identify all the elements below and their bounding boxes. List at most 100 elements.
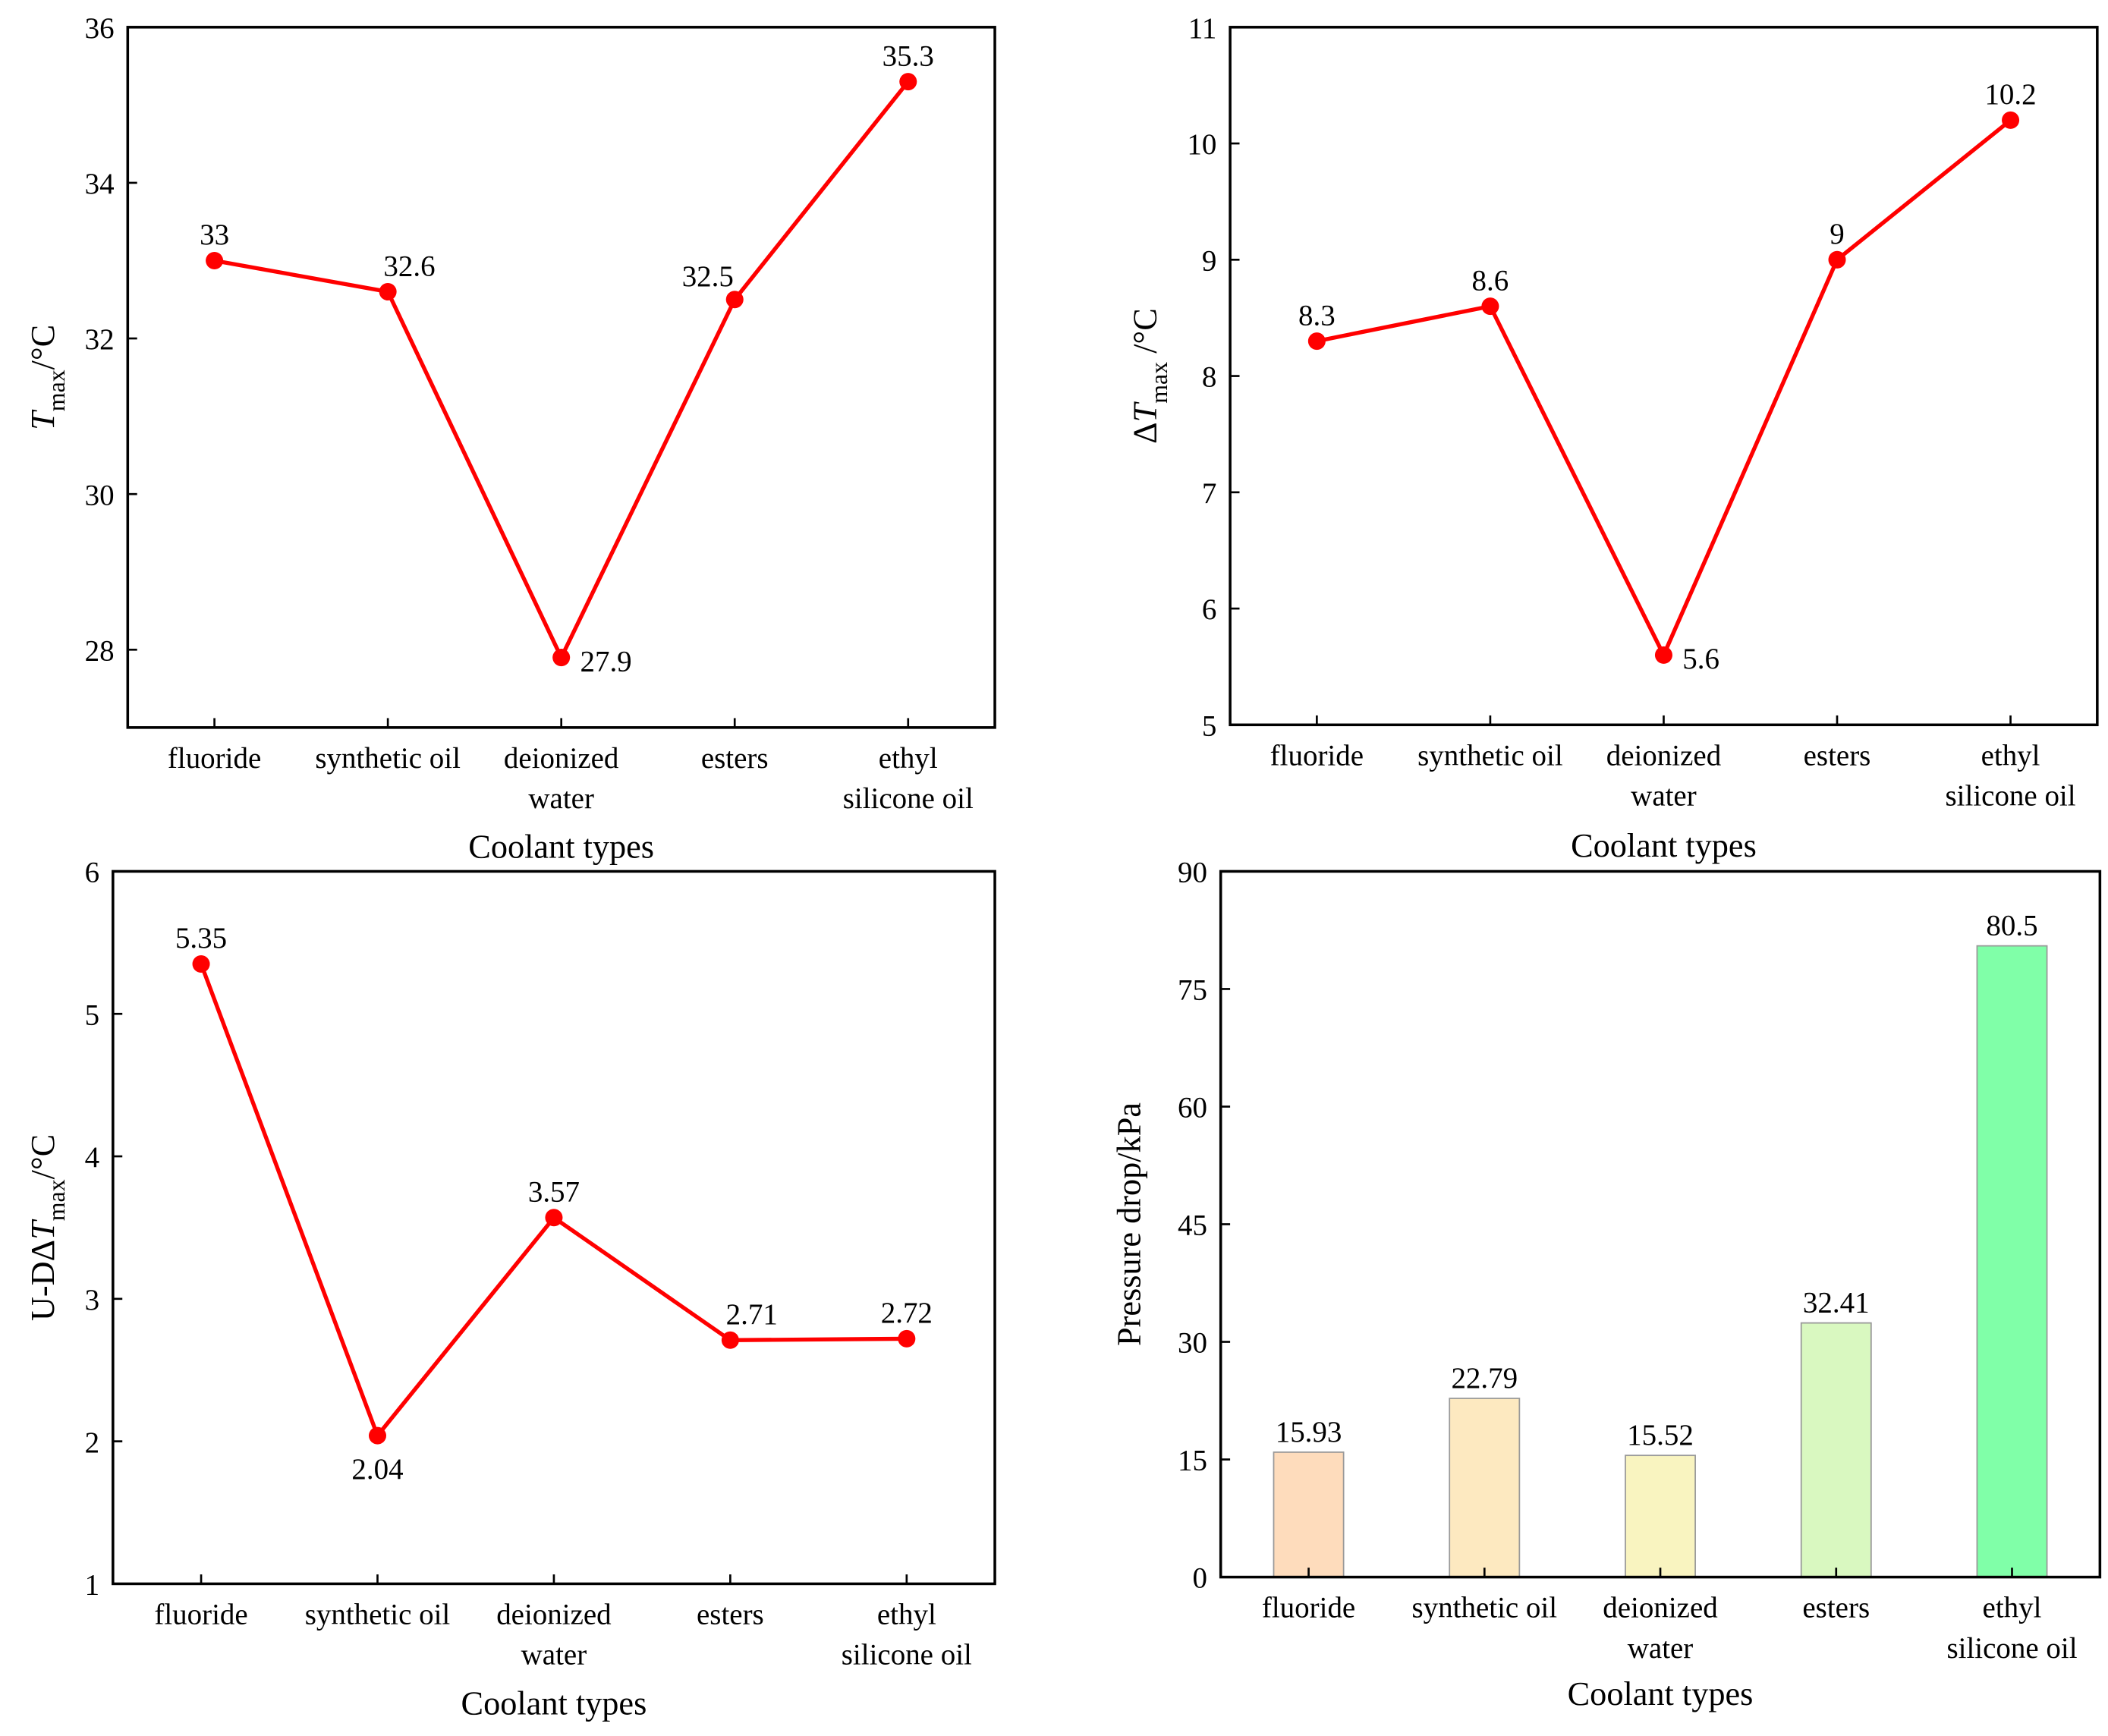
bar-3	[1625, 1455, 1696, 1578]
data-label: 10.2	[1984, 78, 2036, 111]
data-label: 5.6	[1682, 643, 1719, 675]
x-tick-label: esters	[701, 742, 769, 775]
x-tick-label: esters	[1804, 739, 1871, 772]
y-tick-label: 45	[1178, 1209, 1207, 1242]
bar-4	[1800, 1322, 1872, 1578]
series-line	[1316, 118, 2012, 660]
y-tick-label: 36	[85, 12, 115, 45]
y-tick-label: 90	[1178, 857, 1207, 889]
data-point-5	[899, 73, 917, 91]
data-label: 2.04	[351, 1453, 403, 1486]
data-point-2	[368, 1426, 387, 1445]
y-tick-label: 2	[85, 1426, 99, 1459]
x-tick-label: fluoride	[1262, 1592, 1355, 1624]
y-tick-label: 6	[1202, 593, 1216, 626]
x-tick-label: water	[521, 1639, 587, 1672]
x-tick-label: water	[1628, 1632, 1694, 1665]
y-axis-title-subscript: max	[1146, 362, 1172, 404]
data-point-2	[379, 283, 397, 301]
y-tick-label: 11	[1188, 12, 1217, 45]
data-point-4	[721, 1331, 739, 1349]
chart-panel-3: 1 2 3 4 5 6 fluoride synthetic oil deionized wate…	[24, 857, 996, 1722]
y-axis-title-unit: /°C	[24, 325, 61, 370]
y-tick-label: 4	[85, 1141, 99, 1174]
x-tick-label: synthetic oil	[305, 1599, 451, 1631]
data-label: 2.71	[726, 1298, 778, 1331]
y-tick-label: 6	[85, 857, 99, 889]
y-axis-title: U-DΔTmax/°C	[24, 1134, 70, 1321]
chart-panel-2: 5 6 7 8 9 10 11 fluoride synthetic oil deionized w…	[1127, 12, 2099, 864]
data-label: 5.35	[175, 922, 227, 954]
x-tick-label: ethyl	[1983, 1592, 2042, 1624]
data-point-5	[2002, 111, 2020, 129]
data-label: 32.6	[383, 250, 435, 282]
data-label: 3.57	[528, 1176, 580, 1209]
y-tick-label: 5	[1202, 709, 1216, 742]
bar-5	[1976, 945, 2048, 1578]
y-axis-title-main: T	[24, 1219, 61, 1240]
data-label: 35.3	[883, 39, 934, 72]
x-tick-label: fluoride	[154, 1599, 247, 1631]
data-label: 9	[1830, 218, 1844, 250]
data-label: 2.72	[881, 1297, 933, 1329]
x-axis-title: Coolant types	[468, 829, 654, 866]
y-tick-label: 1	[85, 1569, 99, 1602]
bar-2	[1449, 1398, 1521, 1578]
y-tick-label: 5	[85, 999, 99, 1031]
y-tick-label: 75	[1178, 974, 1207, 1007]
data-label: 8.3	[1298, 299, 1336, 332]
y-tick-label: 34	[85, 168, 115, 200]
plot-frame	[112, 870, 996, 1586]
y-axis-title: ΔTmax /°C	[1127, 308, 1172, 444]
y-axis-title-unit: /°C	[24, 1134, 61, 1180]
x-tick-label: esters	[1802, 1592, 1870, 1624]
y-tick-label: 15	[1178, 1445, 1207, 1477]
x-tick-label: synthetic oil	[1417, 739, 1563, 772]
y-tick-label: 30	[85, 479, 115, 511]
data-point-1	[206, 251, 224, 270]
y-axis-title-prefix: Δ	[1127, 422, 1164, 443]
data-label: 15.52	[1627, 1419, 1694, 1451]
plot-frame	[126, 26, 996, 729]
chart-panel-1: 28 30 32 34 36 fluoride synthetic oil deionized…	[24, 12, 996, 866]
x-tick-label: ethyl	[1981, 739, 2040, 772]
x-tick-label: deionized	[1603, 1592, 1718, 1624]
series-line	[214, 80, 910, 662]
y-tick-label: 32	[85, 323, 115, 356]
data-point-4	[1828, 250, 1846, 269]
data-point-3	[1654, 646, 1672, 664]
x-tick-label: deionized	[1606, 739, 1722, 772]
data-point-2	[1481, 297, 1499, 316]
y-axis-title-main: Pressure drop/kPa	[1110, 1102, 1147, 1346]
data-label: 15.93	[1276, 1416, 1342, 1448]
y-axis-title-subscript: max	[43, 370, 70, 411]
x-tick-label: silicone oil	[1946, 1632, 2077, 1665]
y-tick-label: 3	[85, 1284, 99, 1316]
data-point-3	[545, 1209, 563, 1227]
chart-panel-4: 0 15 30 45 60 75 90 fluoride synthetic oil deioni…	[1110, 857, 2102, 1712]
y-tick-label: 0	[1192, 1562, 1207, 1595]
x-tick-label: fluoride	[1270, 739, 1364, 772]
y-tick-label: 60	[1178, 1092, 1207, 1124]
y-axis-title-main: T	[24, 409, 61, 430]
x-tick-label: silicone oil	[1946, 780, 2076, 813]
data-point-3	[552, 649, 571, 667]
data-label: 8.6	[1472, 264, 1509, 297]
plot-frame	[1229, 26, 2099, 727]
y-axis-title: Pressure drop/kPa	[1110, 1102, 1147, 1346]
y-axis-title-subscript: max	[43, 1179, 70, 1221]
y-tick-label: 30	[1178, 1327, 1207, 1360]
x-tick-label: deionized	[496, 1599, 612, 1631]
data-point-1	[192, 954, 210, 973]
x-axis-title: Coolant types	[1571, 827, 1757, 864]
x-tick-label: synthetic oil	[315, 742, 461, 775]
data-label: 27.9	[580, 645, 631, 678]
bar-1	[1273, 1451, 1345, 1578]
x-tick-label: deionized	[504, 742, 619, 775]
x-tick-label: silicone oil	[843, 782, 974, 815]
x-axis-title: Coolant types	[461, 1684, 647, 1722]
x-tick-label: fluoride	[168, 742, 261, 775]
data-label: 32.41	[1803, 1286, 1870, 1319]
data-label: 22.79	[1451, 1362, 1518, 1395]
x-tick-label: synthetic oil	[1412, 1592, 1558, 1624]
